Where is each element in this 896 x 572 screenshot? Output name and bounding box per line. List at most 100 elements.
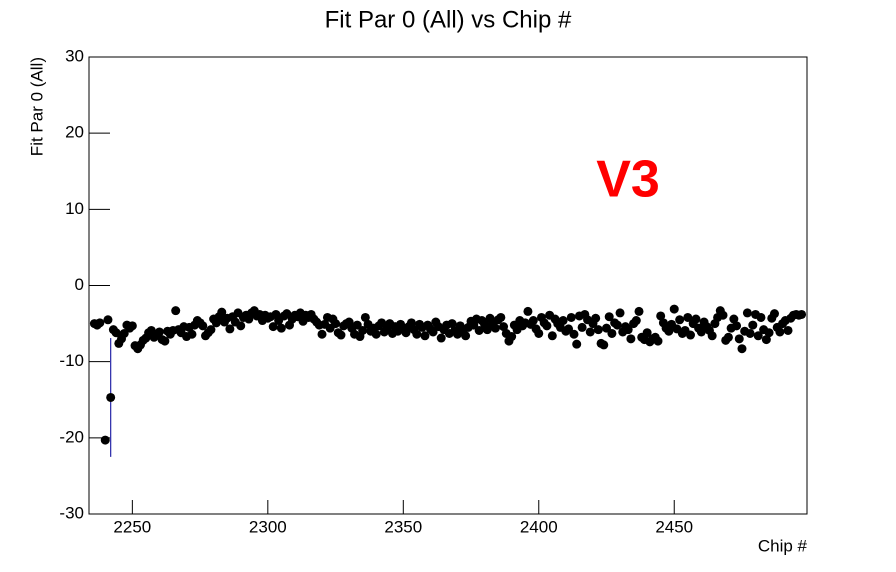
data-point xyxy=(775,327,785,337)
data-point xyxy=(626,334,636,344)
data-point xyxy=(607,328,617,338)
data-point xyxy=(745,328,755,338)
y-tick-label: 30 xyxy=(65,46,84,65)
data-point xyxy=(656,311,666,321)
data-point xyxy=(577,322,587,332)
data-point xyxy=(412,329,422,339)
data-point xyxy=(748,320,758,330)
data-point xyxy=(664,326,674,336)
data-point xyxy=(198,321,208,331)
data-point xyxy=(623,325,633,335)
data-point xyxy=(737,344,747,354)
data-point xyxy=(593,325,603,335)
annotation: V3 xyxy=(596,151,660,209)
data-point xyxy=(406,318,416,328)
data-point xyxy=(604,312,614,322)
chart-title: Fit Par 0 (All) vs Chip # xyxy=(325,6,572,33)
data-point xyxy=(103,315,113,325)
data-point xyxy=(436,333,446,343)
data-point xyxy=(106,392,116,402)
y-tick-label: 20 xyxy=(65,123,84,142)
data-point xyxy=(371,329,381,339)
data-point xyxy=(691,314,701,324)
data-point xyxy=(268,322,278,332)
data-point xyxy=(447,319,457,329)
data-point xyxy=(642,328,652,338)
data-point xyxy=(236,321,246,331)
data-point xyxy=(761,335,771,345)
data-point xyxy=(615,308,625,318)
data-point xyxy=(675,315,685,325)
data-point xyxy=(599,340,609,350)
y-tick-label: -30 xyxy=(59,503,84,522)
x-tick-label: 2350 xyxy=(384,517,422,536)
data-point xyxy=(566,312,576,322)
data-point xyxy=(756,312,766,322)
data-point xyxy=(742,308,752,318)
plot-frame xyxy=(88,56,808,515)
y-tick-label: 0 xyxy=(75,275,84,294)
data-point xyxy=(331,319,341,329)
data-point xyxy=(723,332,733,342)
data-point xyxy=(634,306,644,316)
data-point xyxy=(474,325,484,335)
data-point xyxy=(707,331,717,341)
data-point xyxy=(585,327,595,337)
data-point xyxy=(523,306,533,316)
data-point xyxy=(154,327,164,337)
data-point xyxy=(669,304,679,314)
data-point xyxy=(764,328,774,338)
data-point xyxy=(783,325,793,335)
y-tick-label: 10 xyxy=(65,199,84,218)
data-point xyxy=(558,316,568,326)
data-point xyxy=(572,339,582,349)
y-axis-label: Fit Par 0 (All) xyxy=(27,57,46,156)
data-point xyxy=(461,331,471,341)
data-point xyxy=(317,329,327,339)
data-point xyxy=(753,331,763,341)
data-point xyxy=(225,324,235,334)
data-point xyxy=(797,309,807,319)
data-point xyxy=(217,307,227,317)
data-point xyxy=(547,331,557,341)
data-point xyxy=(653,336,663,346)
data-point xyxy=(111,328,121,338)
data-point xyxy=(732,321,742,331)
data-point xyxy=(612,320,622,330)
data-point xyxy=(685,330,695,340)
data-point xyxy=(360,312,370,322)
data-point xyxy=(683,312,693,322)
data-point xyxy=(420,331,430,341)
data-point xyxy=(160,336,170,346)
x-axis-label: Chip # xyxy=(758,536,808,555)
data-point xyxy=(528,316,538,326)
data-point xyxy=(358,325,368,335)
data-point xyxy=(734,334,744,344)
data-point xyxy=(95,318,105,328)
data-point xyxy=(377,318,387,328)
data-point xyxy=(206,325,216,335)
y-tick-label: -20 xyxy=(59,427,84,446)
data-point xyxy=(482,325,492,335)
x-tick-label: 2300 xyxy=(249,517,287,536)
data-point xyxy=(569,329,579,339)
data-point xyxy=(127,321,137,331)
x-tick-label: 2400 xyxy=(520,517,558,536)
data-point xyxy=(100,435,110,445)
x-tick-label: 2250 xyxy=(113,517,151,536)
x-tick-label: 2450 xyxy=(655,517,693,536)
data-point xyxy=(490,323,500,333)
data-point xyxy=(729,314,739,324)
data-point xyxy=(534,328,544,338)
y-tick-label: -10 xyxy=(59,351,84,370)
data-point xyxy=(507,332,517,342)
data-point xyxy=(496,312,506,322)
data-point xyxy=(336,330,346,340)
data-point xyxy=(718,310,728,320)
data-point xyxy=(591,313,601,323)
data-point xyxy=(542,321,552,331)
data-point xyxy=(769,309,779,319)
data-point xyxy=(171,306,181,316)
data-point xyxy=(187,329,197,339)
